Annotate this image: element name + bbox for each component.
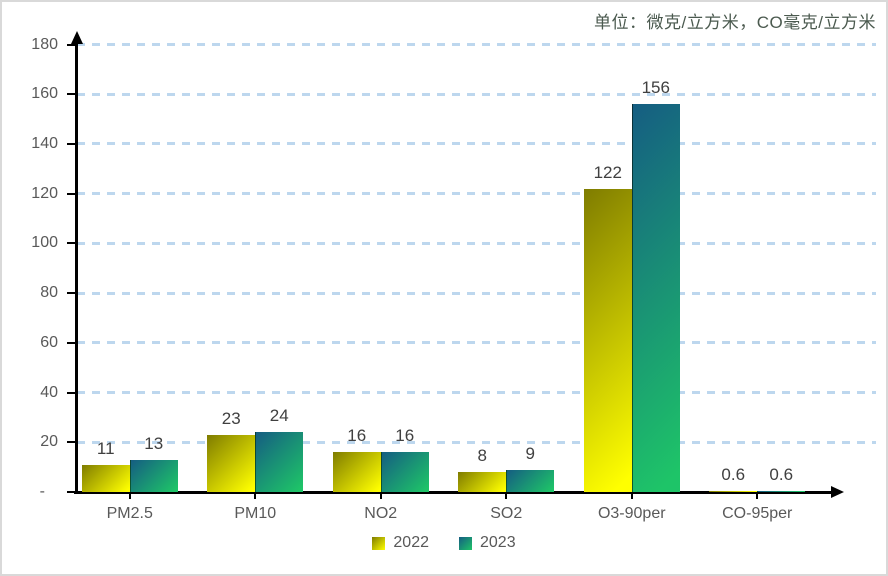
- value-label-2022-PM10: 23: [221, 408, 241, 428]
- legend-swatch-icon: [459, 536, 472, 550]
- y-axis-label: 140: [31, 134, 58, 152]
- bar-2022-PM2.5: [81, 464, 130, 492]
- y-axis-label: 160: [31, 85, 58, 103]
- y-axis-tick: [67, 192, 75, 195]
- x-axis-tick: [505, 493, 508, 499]
- y-axis-label: 80: [40, 284, 58, 302]
- value-label-2023-SO2: 9: [525, 443, 535, 463]
- gridline: [77, 192, 876, 196]
- y-axis-label: -: [39, 483, 45, 500]
- value-label-2022-O3-90per: 122: [593, 162, 622, 182]
- x-axis-tick: [630, 493, 633, 499]
- y-axis-label: 20: [40, 433, 58, 451]
- legend-label: 2022: [393, 534, 429, 551]
- x-axis-tick: [254, 493, 257, 499]
- y-axis-tick: [67, 142, 75, 145]
- value-label-2022-PM2.5: 11: [96, 438, 115, 458]
- legend-item-2023: 2023: [459, 535, 516, 551]
- y-axis-tick: [67, 93, 75, 96]
- x-axis: [74, 491, 831, 494]
- y-axis-label: 60: [40, 333, 58, 351]
- value-label-2022-NO2: 16: [347, 426, 367, 446]
- bar-2022-PM10: [207, 434, 256, 492]
- bar-2023-O3-90per: [631, 104, 680, 492]
- gridline: [77, 43, 876, 46]
- value-label-2023-CO-95per: 0.6: [769, 464, 794, 484]
- gridline: [77, 92, 876, 96]
- y-axis-tick: [67, 341, 75, 344]
- value-label-2023-O3-90per: 156: [641, 78, 670, 98]
- gridline: [77, 391, 876, 395]
- legend-item-2022: 2022: [372, 535, 429, 551]
- category-label-PM2.5: PM2.5: [106, 505, 153, 522]
- x-axis-tick: [128, 493, 131, 499]
- bar-2023-SO2: [506, 469, 555, 492]
- bar-2023-PM10: [255, 432, 304, 492]
- y-axis-tick: [67, 491, 75, 493]
- y-axis: [75, 42, 78, 494]
- x-axis-tick: [756, 493, 759, 499]
- x-axis-tick: [379, 493, 382, 499]
- bar-2023-CO-95per: [757, 490, 806, 492]
- gridline: [77, 241, 876, 245]
- bar-2022-NO2: [332, 452, 381, 492]
- gridline: [77, 440, 876, 444]
- gridline: [77, 142, 876, 146]
- unit-note: 单位：微克/立方米，CO毫克/立方米: [594, 13, 876, 32]
- y-axis-tick: [67, 43, 75, 46]
- legend: 2022 2023: [2, 535, 886, 551]
- category-label-O3-90per: O3-90per: [597, 505, 666, 522]
- bar-2022-CO-95per: [709, 490, 758, 492]
- gridline: [77, 291, 876, 295]
- bar-2023-NO2: [380, 452, 429, 492]
- gridline: [77, 341, 876, 345]
- y-axis-label: 180: [31, 35, 58, 53]
- value-label-2023-PM10: 24: [269, 406, 289, 426]
- value-label-2023-PM2.5: 13: [144, 433, 164, 453]
- legend-swatch-icon: [372, 536, 386, 550]
- x-axis-arrow-icon: [831, 485, 844, 498]
- category-label-PM10: PM10: [234, 505, 277, 522]
- y-axis-tick: [67, 292, 75, 295]
- y-axis-tick: [67, 242, 75, 245]
- value-label-2022-SO2: 8: [477, 446, 487, 466]
- value-label-2022-CO-95per: 0.6: [721, 464, 746, 484]
- category-label-NO2: NO2: [364, 505, 398, 522]
- bar-2023-PM2.5: [129, 459, 178, 492]
- y-axis-tick: [67, 441, 75, 444]
- category-label-SO2: SO2: [490, 505, 523, 522]
- y-axis-tick: [67, 391, 75, 394]
- bar-2022-SO2: [458, 472, 507, 492]
- value-label-2023-NO2: 16: [395, 426, 415, 446]
- y-axis-arrow-icon: [70, 31, 83, 44]
- y-axis-label: 40: [40, 383, 58, 401]
- y-axis-label: 100: [31, 234, 58, 252]
- bar-2022-O3-90per: [583, 188, 632, 492]
- category-label-CO-95per: CO-95per: [722, 505, 793, 522]
- y-axis-label: 120: [31, 184, 58, 202]
- legend-label: 2023: [480, 534, 516, 551]
